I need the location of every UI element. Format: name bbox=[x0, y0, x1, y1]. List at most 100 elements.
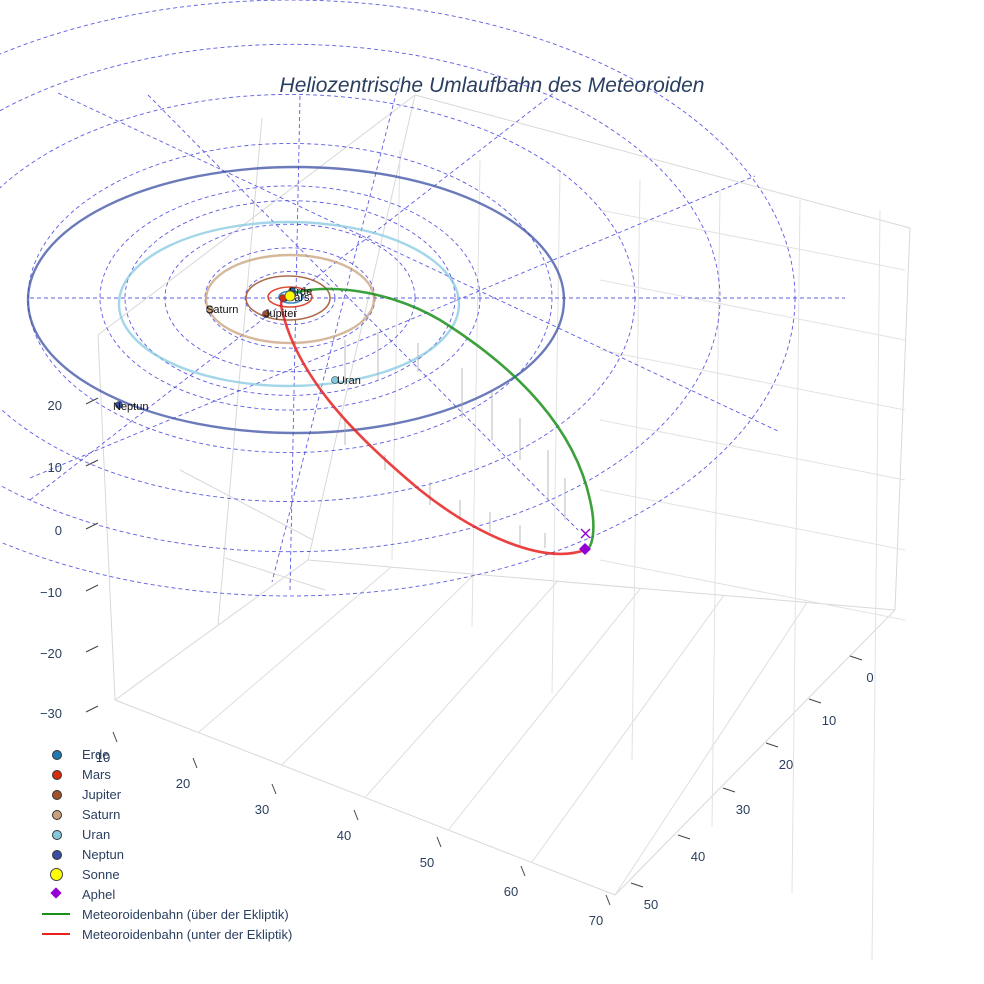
legend-symbol bbox=[38, 784, 74, 804]
box-grid-line bbox=[307, 559, 896, 611]
y-tick-mark bbox=[765, 742, 779, 748]
legend-label: Saturn bbox=[82, 806, 121, 822]
y-tick-label: 20 bbox=[779, 757, 793, 772]
legend-item[interactable]: Meteoroidenbahn (über der Ekliptik) bbox=[38, 904, 292, 924]
z-tick-label: −10 bbox=[40, 585, 62, 600]
legend-dot-icon bbox=[52, 770, 62, 780]
box-grid-line bbox=[179, 469, 314, 541]
legend-item[interactable]: Neptun bbox=[38, 844, 292, 864]
z-tick-mark bbox=[85, 705, 99, 713]
box-grid-line bbox=[391, 149, 401, 561]
box-grid-line bbox=[871, 209, 881, 961]
box-grid-line bbox=[97, 334, 116, 701]
legend-item[interactable]: Saturn bbox=[38, 804, 292, 824]
ecliptic-ray bbox=[271, 77, 401, 583]
planet-orbits bbox=[26, 165, 566, 435]
legend-item[interactable]: Meteoroidenbahn (unter der Ekliptik) bbox=[38, 924, 292, 944]
x-tick-label: 60 bbox=[504, 884, 518, 899]
y-tick-mark bbox=[849, 655, 863, 661]
legend-item[interactable]: Mars bbox=[38, 764, 292, 784]
legend-dot-icon bbox=[52, 830, 62, 840]
legend-label: Mars bbox=[82, 766, 111, 782]
y-tick-mark bbox=[722, 787, 736, 793]
box-grid-line bbox=[471, 159, 481, 627]
box-grid-line bbox=[599, 279, 906, 341]
x-tick-mark bbox=[520, 865, 526, 877]
orbit-mars bbox=[267, 286, 313, 308]
box-grid-line bbox=[198, 566, 392, 733]
legend-item[interactable]: Aphel bbox=[38, 884, 292, 904]
ecliptic-ray bbox=[29, 175, 756, 479]
y-tick-label: 40 bbox=[691, 849, 705, 864]
meteoroid-orbit-above bbox=[284, 287, 595, 552]
legend-symbol bbox=[38, 764, 74, 784]
y-tick-mark bbox=[808, 698, 822, 704]
aphel-projection-marker bbox=[580, 528, 591, 539]
legend-symbol bbox=[38, 744, 74, 764]
y-tick-mark bbox=[677, 834, 691, 840]
legend-symbol bbox=[38, 884, 74, 904]
legend-symbol bbox=[38, 924, 74, 944]
z-tick-mark bbox=[85, 584, 99, 592]
legend-dot-icon bbox=[52, 810, 62, 820]
x-tick-label: 10 bbox=[96, 750, 110, 765]
z-tick-mark bbox=[85, 645, 99, 653]
axis-ticks: 20 10 0 −10 −20 −30 10 20 30 40 50 60 70 0 10 20 30 40 50 bbox=[40, 397, 874, 928]
meteoroid-orbit bbox=[279, 287, 595, 556]
box-grid-line bbox=[614, 602, 808, 896]
x-tick-mark bbox=[436, 836, 442, 848]
aphel-marker bbox=[579, 543, 591, 555]
box-grid-line bbox=[531, 595, 725, 863]
box-grid-line bbox=[599, 419, 906, 481]
planet-marker-jupiter bbox=[262, 310, 270, 318]
orbit-jupiter bbox=[245, 275, 331, 321]
z-tick-label: −30 bbox=[40, 706, 62, 721]
box-grid-line bbox=[414, 94, 911, 229]
y-tick-label: 50 bbox=[644, 897, 658, 912]
legend-item[interactable]: Sonne bbox=[38, 864, 292, 884]
legend-item[interactable]: Erde bbox=[38, 744, 292, 764]
chart-title: Heliozentrische Umlaufbahn des Meteoroid… bbox=[279, 74, 705, 97]
orbit-neptun bbox=[26, 165, 566, 435]
legend-label: Meteoroidenbahn (unter der Ekliptik) bbox=[82, 926, 293, 942]
legend-label: Uran bbox=[82, 826, 111, 842]
z-tick-label: 20 bbox=[48, 398, 62, 413]
x-tick-label: 40 bbox=[337, 828, 351, 843]
x-tick-mark bbox=[271, 783, 277, 795]
legend-symbol bbox=[38, 844, 74, 864]
x-tick-label: 70 bbox=[589, 913, 603, 928]
planet-marker-uran bbox=[331, 376, 339, 384]
y-tick-label: 10 bbox=[822, 713, 836, 728]
y-tick-label: 0 bbox=[866, 670, 873, 685]
legend-label: Neptun bbox=[82, 846, 124, 862]
ecliptic-ray bbox=[57, 92, 781, 433]
box-grid-line bbox=[97, 94, 416, 336]
legend-dot-icon bbox=[52, 790, 62, 800]
legend-item[interactable]: Uran bbox=[38, 824, 292, 844]
legend-label: Aphel bbox=[82, 886, 116, 902]
box-grid-line bbox=[614, 609, 896, 896]
box-grid-line bbox=[599, 559, 906, 621]
box-grid-line bbox=[224, 557, 326, 591]
orbit-uran bbox=[117, 220, 461, 388]
z-tick-label: 10 bbox=[48, 460, 62, 475]
legend-item[interactable]: Jupiter bbox=[38, 784, 292, 804]
x-tick-label: 20 bbox=[176, 776, 190, 791]
box-grid-line bbox=[447, 588, 642, 831]
x-tick-mark bbox=[112, 731, 118, 743]
z-tick-label: −20 bbox=[40, 646, 62, 661]
planet-label-jupiter: Jupiter bbox=[264, 308, 297, 320]
y-tick-label: 30 bbox=[736, 802, 750, 817]
legend-symbol bbox=[38, 864, 74, 884]
legend-dot-icon bbox=[52, 850, 62, 860]
planet-marker-saturn bbox=[206, 306, 214, 314]
scene-box-grid bbox=[97, 94, 911, 961]
sun-marker bbox=[284, 290, 296, 302]
legend-sun-icon bbox=[50, 868, 63, 881]
y-tick-mark bbox=[630, 882, 644, 888]
legend-symbol bbox=[38, 904, 74, 924]
box-grid-line bbox=[551, 169, 561, 694]
box-grid-line bbox=[217, 117, 263, 626]
x-tick-mark bbox=[192, 757, 198, 769]
